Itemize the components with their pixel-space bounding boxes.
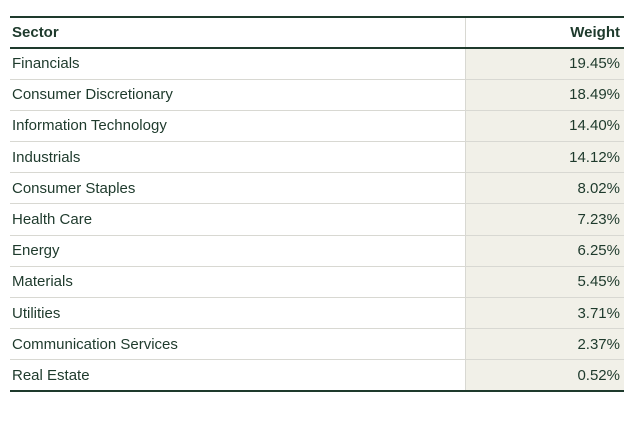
weight-cell: 14.12% <box>464 141 624 174</box>
sector-weights-table: Sector Weight Financials 19.45% Consumer D… <box>10 16 624 393</box>
sector-cell: Energy <box>10 235 465 267</box>
sector-cell: Real Estate <box>10 359 465 392</box>
table-row: Utilities 3.71% <box>10 297 624 330</box>
weight-cell: 2.37% <box>464 328 624 361</box>
sector-weights-table-container: Sector Weight Financials 19.45% Consumer D… <box>10 16 624 393</box>
table-row: Financials 19.45% <box>10 48 624 80</box>
weight-cell: 0.52% <box>464 359 624 392</box>
table-row: Energy 6.25% <box>10 235 624 267</box>
table-body: Financials 19.45% Consumer Discretionary 18… <box>10 48 624 392</box>
sector-cell: Communication Services <box>10 328 465 361</box>
table-row: Consumer Staples 8.02% <box>10 172 624 205</box>
sector-cell: Industrials <box>10 141 465 174</box>
weight-cell: 19.45% <box>464 48 624 80</box>
table-header: Sector Weight <box>10 17 624 49</box>
sector-cell: Consumer Staples <box>10 172 465 205</box>
weight-cell: 6.25% <box>464 235 624 267</box>
weight-cell: 8.02% <box>464 172 624 205</box>
sector-cell: Utilities <box>10 297 465 330</box>
table-row: Health Care 7.23% <box>10 203 624 236</box>
weight-cell: 18.49% <box>464 79 624 111</box>
column-header-sector: Sector <box>10 17 465 49</box>
column-header-weight: Weight <box>464 17 624 49</box>
sector-cell: Consumer Discretionary <box>10 79 465 111</box>
sector-cell: Materials <box>10 266 465 299</box>
table-row: Materials 5.45% <box>10 266 624 299</box>
weight-cell: 5.45% <box>464 266 624 299</box>
weight-cell: 14.40% <box>464 110 624 143</box>
sector-cell: Health Care <box>10 203 465 236</box>
sector-cell: Information Technology <box>10 110 465 143</box>
table-row: Industrials 14.12% <box>10 141 624 174</box>
table-row: Information Technology 14.40% <box>10 110 624 143</box>
weight-cell: 7.23% <box>464 203 624 236</box>
table-row: Real Estate 0.52% <box>10 359 624 392</box>
weight-cell: 3.71% <box>464 297 624 330</box>
header-row: Sector Weight <box>10 17 624 49</box>
table-row: Consumer Discretionary 18.49% <box>10 79 624 111</box>
table-row: Communication Services 2.37% <box>10 328 624 361</box>
sector-cell: Financials <box>10 48 465 80</box>
